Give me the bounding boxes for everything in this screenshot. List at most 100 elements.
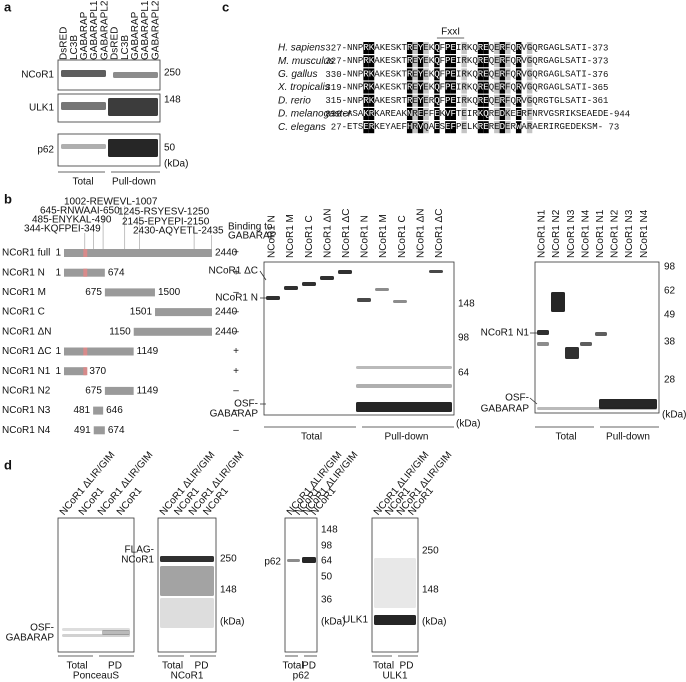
residue-end: 2440 — [215, 307, 238, 318]
blot-title: NCoR1 — [171, 671, 204, 682]
residue: E — [423, 43, 428, 53]
residue: N — [352, 70, 357, 80]
species: C. elegans — [278, 122, 326, 133]
residue: R — [478, 96, 484, 106]
construct: NCoR1 full — [2, 248, 50, 259]
band-label: OSF- — [505, 393, 529, 404]
construct: NCoR1 N4 — [2, 425, 51, 436]
similar — [526, 108, 533, 120]
residue: R — [461, 43, 467, 53]
residue: T — [402, 43, 408, 53]
band — [160, 556, 214, 562]
group-label: Total — [282, 661, 303, 672]
conserved — [445, 121, 451, 134]
similar — [526, 68, 533, 81]
band-label: NCoR1 ΔC — [209, 266, 258, 277]
residue: Q — [472, 57, 477, 67]
residue: R — [489, 123, 495, 133]
residue: R — [363, 57, 369, 67]
similar — [505, 55, 511, 68]
group-label: PD — [400, 661, 414, 672]
residue: S — [565, 96, 570, 106]
residue: R — [521, 109, 527, 119]
residue: A — [549, 83, 555, 93]
lane-label: NCoR1 C — [397, 215, 408, 258]
residue: Q — [423, 123, 428, 133]
conserved — [499, 108, 506, 120]
residue: K — [478, 109, 484, 119]
panel-label: d — [4, 457, 12, 472]
band — [61, 70, 106, 77]
residue: K — [467, 70, 473, 80]
residue-start: 1 — [55, 267, 61, 278]
residue: L — [560, 70, 565, 80]
construct-bar — [64, 367, 87, 376]
construct: NCoR1 ΔC — [2, 346, 51, 357]
binding-title: GABARAP — [228, 231, 277, 242]
residue: R — [472, 109, 478, 119]
residue: G — [560, 123, 565, 133]
residue: E — [483, 70, 488, 80]
size-marker: 49 — [664, 310, 676, 321]
conserved — [515, 121, 522, 134]
residue: P — [358, 43, 363, 53]
conserved — [515, 81, 522, 94]
sequence: ASAKRKAREAKNREFFEKVFTEIRKQREDKEERFNRVGSR… — [347, 109, 609, 119]
residue: R — [396, 96, 402, 106]
residue-start: 1150 — [109, 326, 131, 337]
similar — [461, 68, 467, 81]
residue: R — [478, 70, 484, 80]
panel-label: c — [222, 0, 229, 14]
band-label: p62 — [264, 557, 281, 568]
residue: K — [467, 43, 473, 53]
residue: R — [363, 43, 369, 53]
lane-label: GABARAPL1 — [140, 0, 151, 60]
residue: I — [581, 96, 586, 106]
residue: T — [402, 96, 408, 106]
residue: P — [445, 57, 450, 67]
residue: S — [440, 123, 445, 133]
residue: A — [374, 70, 380, 80]
residue: E — [412, 70, 417, 80]
conserved — [450, 94, 456, 107]
residue: E — [385, 96, 390, 106]
construct: NCoR1 M — [2, 287, 46, 298]
lane-label: NCoR1 N2 — [551, 209, 562, 258]
rule — [529, 397, 538, 405]
residue: A — [358, 109, 364, 119]
conserved — [483, 121, 489, 134]
residue: T — [549, 96, 555, 106]
similar — [526, 94, 533, 107]
similar — [494, 55, 500, 68]
residue: S — [391, 96, 396, 106]
residue: E — [483, 123, 488, 133]
residue: S — [565, 70, 570, 80]
residue: F — [440, 43, 445, 53]
rule — [259, 270, 267, 281]
band-label: GABARAP — [210, 409, 259, 420]
residue: K — [472, 123, 478, 133]
similar — [461, 42, 467, 54]
similar — [526, 55, 533, 68]
residue-end: 2440 — [215, 326, 238, 337]
residue: V — [521, 83, 527, 93]
residue: R — [538, 96, 544, 106]
residue: K — [429, 83, 435, 93]
band — [537, 342, 549, 346]
residue: R — [516, 43, 522, 53]
size-marker: 64 — [321, 556, 333, 567]
similar — [412, 42, 418, 54]
residue: E — [565, 123, 570, 133]
residue: R — [538, 43, 544, 53]
residue: R — [538, 109, 544, 119]
residue: K — [467, 83, 473, 93]
lane-label: GABARAP — [130, 11, 141, 60]
residue: K — [369, 83, 375, 93]
band — [599, 399, 657, 409]
residue: P — [445, 96, 450, 106]
band — [61, 144, 106, 149]
residue-end: 1500 — [158, 287, 181, 298]
residue: K — [396, 70, 402, 80]
residue: E — [538, 123, 543, 133]
size-marker: 250 — [422, 546, 439, 557]
